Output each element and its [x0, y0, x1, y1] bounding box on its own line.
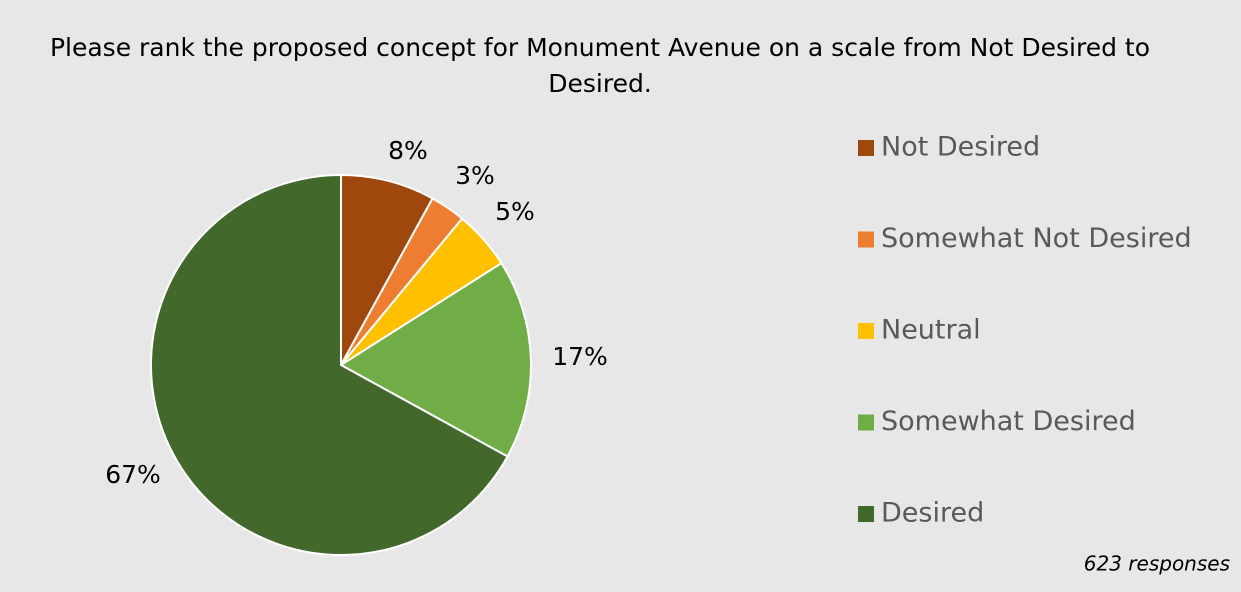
- data-label: 3%: [455, 161, 495, 190]
- data-label: 8%: [388, 136, 428, 165]
- pie-slice: [339, 261, 532, 458]
- chart-title: Please rank the proposed concept for Mon…: [49, 33, 1151, 98]
- annotation: 623 responses: [1084, 552, 1230, 576]
- data-label: 5%: [495, 197, 535, 226]
- legend-swatch: [858, 414, 874, 431]
- legend-label: Somewhat Not Desired: [881, 223, 1192, 254]
- legend-label: Neutral: [881, 315, 981, 346]
- legend-label: Not Desired: [881, 132, 1040, 163]
- legend-label: Desired: [881, 498, 984, 529]
- legend-swatch: [858, 323, 874, 339]
- legend-swatch: [858, 140, 874, 156]
- legend-label: Somewhat Desired: [881, 406, 1136, 437]
- data-label: 67%: [105, 460, 161, 489]
- legend-swatch: [858, 231, 874, 248]
- data-label: 17%: [552, 342, 608, 371]
- pie-slice: [150, 173, 509, 556]
- pie-slice: [340, 173, 434, 366]
- legend-swatch: [858, 506, 874, 522]
